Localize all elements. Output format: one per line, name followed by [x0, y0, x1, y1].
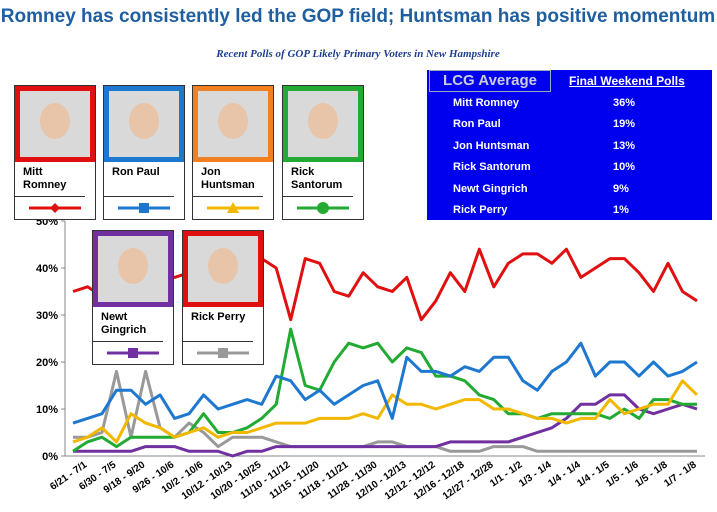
table-cell: 10% — [613, 161, 636, 174]
table-cell: 1% — [613, 204, 629, 217]
table-row: Mitt Romney 36% — [427, 92, 712, 114]
legend-item: Rick Perry — [182, 230, 264, 365]
series-line — [72, 379, 699, 444]
candidate-photo — [93, 231, 173, 307]
legend-label: Newt Gingrich — [93, 307, 163, 342]
legend-item: Rick Santorum — [282, 85, 364, 220]
photo-head — [208, 248, 238, 284]
y-tick-label: 0% — [42, 451, 58, 463]
candidate-photo — [104, 86, 184, 162]
candidate-photo — [183, 231, 263, 307]
legend-item: Jon Huntsman — [192, 85, 274, 220]
legend-swatch — [118, 203, 170, 213]
table-cell: Newt Gingrich — [453, 182, 528, 195]
legend-swatch — [107, 348, 159, 358]
table-cell: 19% — [613, 118, 636, 131]
table-cell: 9% — [613, 182, 629, 195]
candidate-photo — [15, 86, 95, 162]
table-row: Rick Perry 1% — [427, 200, 712, 222]
table-row: Rick Santorum 10% — [427, 157, 712, 179]
legend-marker — [128, 348, 138, 358]
table-cell: 13% — [613, 139, 636, 152]
legend-label: Jon Huntsman — [193, 162, 263, 197]
candidate-photo — [283, 86, 363, 162]
header-cell: LCG Average — [429, 70, 551, 92]
table-row: Ron Paul 19% — [427, 114, 712, 136]
legend-item: Mitt Romney — [14, 85, 96, 220]
chart-subtitle: Recent Polls of GOP Likely Primary Voter… — [215, 48, 500, 60]
legend-swatch — [297, 202, 349, 214]
legend-marker — [227, 202, 239, 213]
series-line — [73, 369, 697, 453]
series-line — [72, 247, 698, 322]
header-cell: Final Weekend Polls — [569, 74, 685, 88]
legend-marker — [218, 348, 228, 358]
y-tick-label: 30% — [36, 310, 58, 322]
y-tick-label: 10% — [36, 404, 58, 416]
table-cell: Rick Perry — [453, 204, 508, 217]
table-row: Jon Huntsman 13% — [427, 135, 712, 157]
x-tick-label: 1/7 - 1/8 — [662, 459, 699, 489]
candidate-photo — [193, 86, 273, 162]
legend-label: Ron Paul — [104, 162, 174, 197]
legend-marker — [50, 203, 60, 213]
legend-item: Newt Gingrich — [92, 230, 174, 365]
legend-swatch — [197, 348, 249, 358]
table-cell: 36% — [613, 96, 636, 109]
legend-swatch — [207, 202, 259, 213]
legend-item: Ron Paul — [103, 85, 185, 220]
table-cell: Jon Huntsman — [453, 139, 530, 152]
y-tick-label: 20% — [36, 357, 58, 369]
legend-swatch — [29, 203, 81, 213]
y-tick-label: 40% — [36, 263, 58, 275]
table-row: Newt Gingrich 9% — [427, 178, 712, 200]
photo-head — [308, 103, 338, 139]
table-header: LCG Average Final Weekend Polls — [427, 70, 712, 92]
chart-title: Romney has consistently led the GOP fiel… — [1, 6, 715, 27]
poll-table: LCG Average Final Weekend Polls Mitt Rom… — [427, 70, 712, 220]
legend-marker — [139, 203, 149, 213]
legend-label: Mitt Romney — [15, 162, 85, 197]
series-line — [72, 341, 698, 425]
photo-head — [218, 103, 248, 139]
legend-label: Rick Perry — [183, 307, 253, 342]
photo-head — [129, 103, 159, 139]
photo-head — [40, 103, 70, 139]
legend-label: Rick Santorum — [283, 162, 353, 197]
series-line — [73, 393, 698, 458]
table-cell: Rick Santorum — [453, 161, 531, 174]
table-cell: Mitt Romney — [453, 96, 519, 109]
legend-marker — [317, 202, 329, 214]
photo-head — [118, 248, 148, 284]
table-cell: Ron Paul — [453, 118, 501, 131]
